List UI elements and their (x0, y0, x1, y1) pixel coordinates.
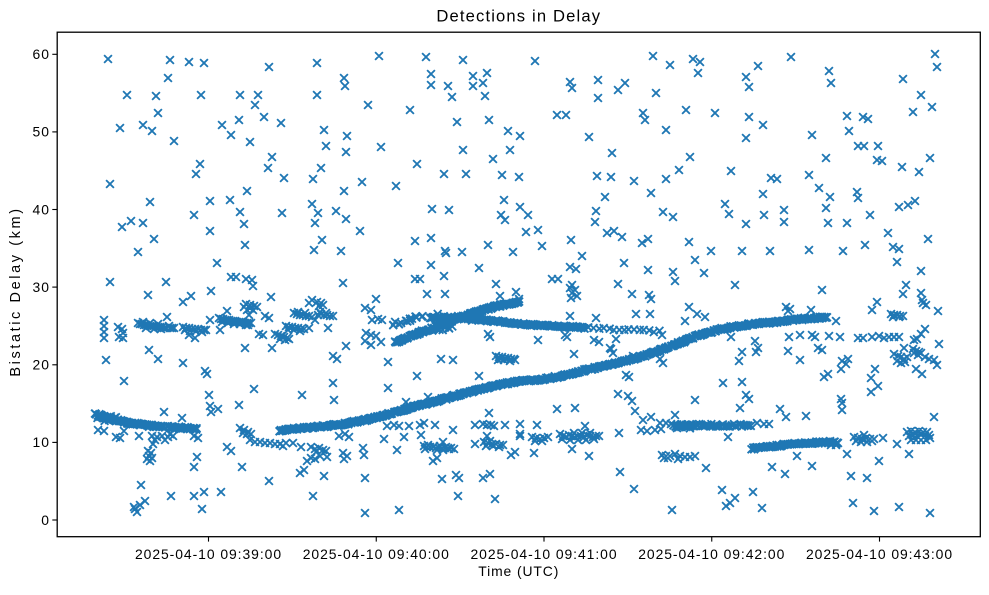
svg-text:0: 0 (41, 512, 50, 528)
svg-text:40: 40 (33, 201, 50, 217)
svg-text:60: 60 (33, 46, 50, 62)
svg-text:2025-04-10 09:43:00: 2025-04-10 09:43:00 (806, 546, 953, 562)
svg-text:Bistatic Delay (km): Bistatic Delay (km) (8, 206, 24, 376)
svg-text:20: 20 (33, 357, 50, 373)
svg-text:Time (UTC): Time (UTC) (478, 563, 559, 579)
svg-text:10: 10 (33, 434, 50, 450)
svg-text:Detections in Delay: Detections in Delay (436, 7, 601, 26)
svg-text:2025-04-10 09:42:00: 2025-04-10 09:42:00 (638, 546, 785, 562)
svg-text:2025-04-10 09:39:00: 2025-04-10 09:39:00 (135, 546, 282, 562)
svg-text:30: 30 (33, 279, 50, 295)
svg-text:50: 50 (33, 124, 50, 140)
svg-text:2025-04-10 09:41:00: 2025-04-10 09:41:00 (470, 546, 617, 562)
svg-text:2025-04-10 09:40:00: 2025-04-10 09:40:00 (303, 546, 450, 562)
